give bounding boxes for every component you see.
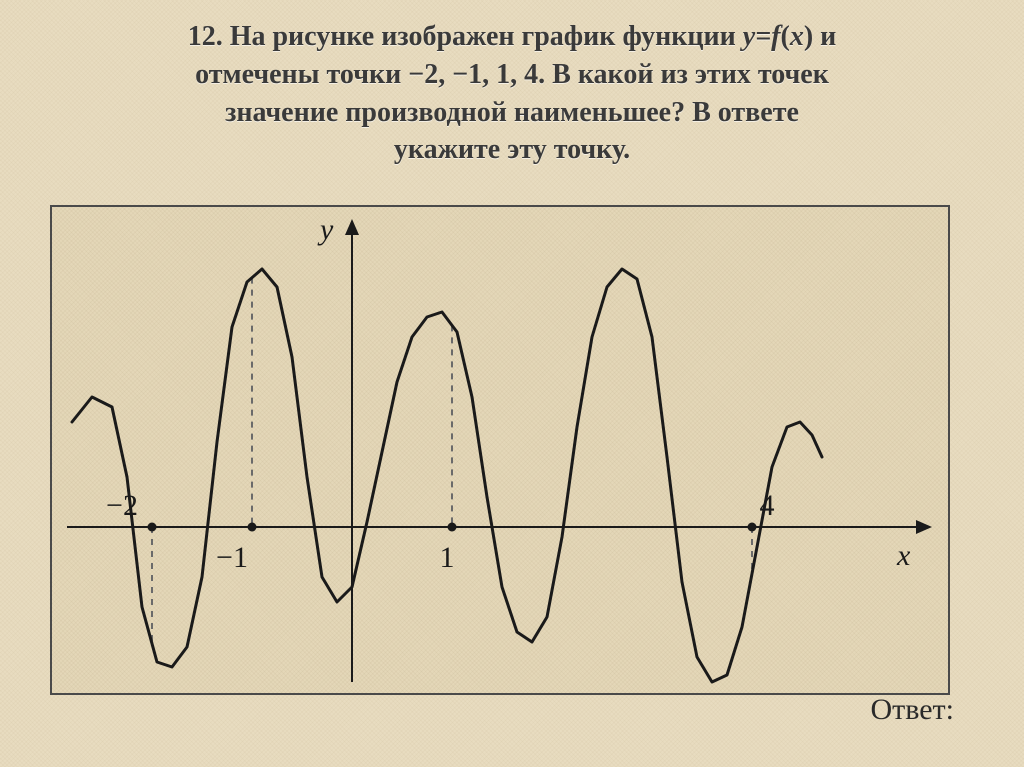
- function-graph: y x −2 −1 1 4: [52, 207, 952, 697]
- marked-point-guides: [152, 278, 752, 644]
- q-line1e: ) и: [804, 21, 836, 52]
- question-number: 12.: [188, 21, 223, 52]
- tick-1: 1: [440, 541, 455, 574]
- tick-4: 4: [760, 489, 775, 522]
- answer-label: Ответ:: [870, 693, 954, 727]
- question-text: 12. На рисунке изображен график функции …: [40, 18, 984, 169]
- chart-container: y x −2 −1 1 4: [50, 205, 950, 695]
- tick-minus-1: −1: [216, 541, 248, 574]
- q-x: x: [790, 21, 804, 52]
- x-axis-label: x: [896, 539, 911, 572]
- q-yfx: y=f: [743, 21, 781, 52]
- question-block: 12. На рисунке изображен график функции …: [0, 0, 1024, 179]
- q-line4: укажите эту точку.: [394, 134, 630, 165]
- q-line1a: На рисунке изображен график функции: [230, 21, 743, 52]
- tick-minus-2: −2: [106, 489, 138, 522]
- function-curve: [72, 269, 822, 682]
- axes: [67, 219, 932, 682]
- q-line2: отмечены точки −2, −1, 1, 4. В какой из …: [195, 59, 829, 90]
- y-axis-label: y: [317, 213, 334, 246]
- q-line3: значение производной наименьшее? В ответ…: [225, 97, 799, 128]
- q-paren-open: (: [781, 21, 790, 52]
